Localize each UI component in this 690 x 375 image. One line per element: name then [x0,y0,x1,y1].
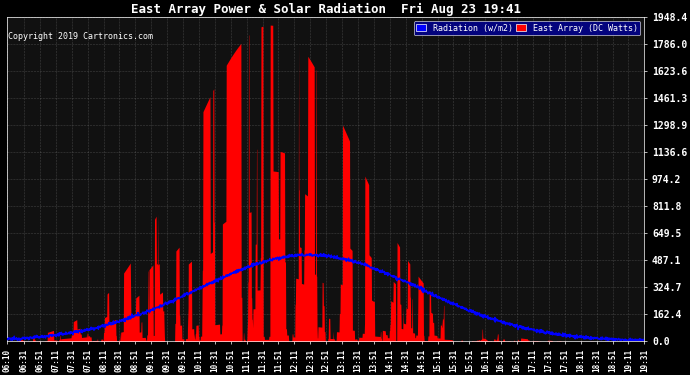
Title: East Array Power & Solar Radiation  Fri Aug 23 19:41: East Array Power & Solar Radiation Fri A… [131,3,521,16]
Text: Copyright 2019 Cartronics.com: Copyright 2019 Cartronics.com [8,32,153,41]
Legend: Radiation (w/m2), East Array (DC Watts): Radiation (w/m2), East Array (DC Watts) [413,21,640,35]
